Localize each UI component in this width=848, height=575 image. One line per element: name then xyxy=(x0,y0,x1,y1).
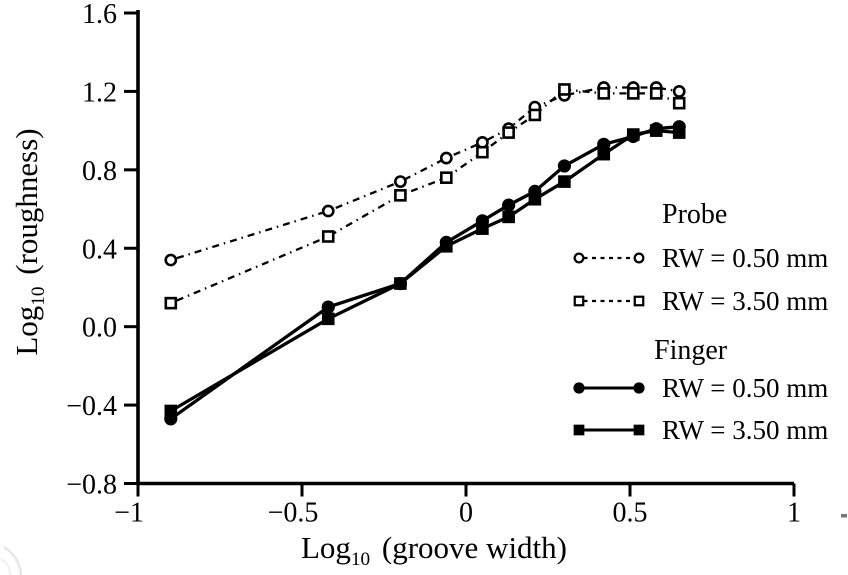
y-tick-label: 0.4 xyxy=(82,234,117,265)
y-tick-label: 0.8 xyxy=(82,156,117,187)
marker-square-open xyxy=(528,108,542,122)
legend-swatch-marker xyxy=(573,295,585,307)
marker-circle-open xyxy=(164,253,178,267)
y-tick-label: −0.4 xyxy=(66,391,117,422)
legend: Probe RW = 0.50 mm RW = 3.50 mm Finger R… xyxy=(570,196,848,458)
scan-watermark-arc xyxy=(3,545,23,575)
marker-circle-open xyxy=(439,151,453,165)
legend-item-probe-rw-3-50: RW = 3.50 mm xyxy=(570,283,828,319)
legend-item-probe-rw-0-50: RW = 0.50 mm xyxy=(570,240,828,276)
marker-square-filled xyxy=(476,222,489,235)
marker-square-filled xyxy=(164,404,178,418)
x-tick-label: 1 xyxy=(787,498,801,529)
marker-circle-open xyxy=(321,204,335,218)
legend-swatch-finger-rw-3-50-icon xyxy=(573,424,645,436)
marker-circle-open xyxy=(393,175,407,188)
y-axis-title: Log10 (roughness) xyxy=(9,106,53,378)
marker-square-filled xyxy=(528,192,542,206)
y-axis-title-post: (roughness) xyxy=(9,128,44,275)
legend-swatch-marker xyxy=(633,382,645,394)
marker-square-filled xyxy=(672,126,686,139)
marker-square-filled xyxy=(649,124,663,137)
y-axis-title-sub: 10 xyxy=(28,286,50,306)
marker-square-open xyxy=(626,87,640,100)
legend-swatch-marker xyxy=(573,252,585,264)
legend-swatch-finger-rw-0-50-icon xyxy=(573,382,645,394)
series-line-0 xyxy=(170,86,680,262)
marker-square-open xyxy=(672,96,686,110)
x-axis-title: Log10 (groove width) xyxy=(234,530,634,571)
legend-swatch-probe-rw-0-50-icon xyxy=(573,252,645,264)
marker-square-filled xyxy=(597,147,611,161)
y-tick-label: 1.2 xyxy=(82,77,117,108)
marker-circle-filled xyxy=(597,137,611,151)
x-axis-title-sub: 10 xyxy=(350,549,371,571)
legend-label-probe-rw-0-50: RW = 0.50 mm xyxy=(662,242,829,273)
x-tick-label: 0 xyxy=(459,498,473,529)
marker-square-filled xyxy=(394,277,407,290)
marker-circle-filled xyxy=(502,198,516,212)
marker-square-open xyxy=(440,171,453,184)
marker-square-filled xyxy=(626,128,640,141)
series-line-1 xyxy=(170,88,680,305)
marker-square-open xyxy=(649,87,663,100)
legend-label-finger-rw-3-50: RW = 3.50 mm xyxy=(662,414,829,445)
marker-square-open xyxy=(394,189,407,202)
legend-label-probe-rw-3-50: RW = 3.50 mm xyxy=(662,285,829,316)
legend-swatch-marker xyxy=(573,382,585,394)
marker-square-open xyxy=(597,87,611,100)
x-tick-label: −1 xyxy=(114,498,144,529)
legend-label-finger-rw-0-50: RW = 0.50 mm xyxy=(662,372,829,403)
marker-square-filled xyxy=(558,175,571,188)
marker-circle-filled xyxy=(321,300,335,314)
x-tick-label: 0.5 xyxy=(613,498,648,529)
y-axis-title-pre: Log xyxy=(9,305,44,356)
legend-header-finger: Finger xyxy=(654,335,728,366)
y-tick-label: −0.8 xyxy=(66,470,117,501)
marker-circle-open xyxy=(672,85,686,98)
legend-item-finger-rw-0-50: RW = 0.50 mm xyxy=(570,370,828,406)
x-axis-title-pre: Log xyxy=(301,530,351,565)
marker-square-filled xyxy=(440,239,453,253)
legend-swatch-marker xyxy=(633,295,645,307)
y-tick-label: 0.0 xyxy=(82,313,117,344)
y-tick-label: 1.6 xyxy=(82,0,117,30)
marker-square-open xyxy=(558,83,571,96)
marker-square-filled xyxy=(321,312,335,326)
legend-swatch-probe-rw-3-50-icon xyxy=(573,295,645,307)
legend-swatch-marker xyxy=(633,424,645,436)
legend-header-probe: Probe xyxy=(662,199,728,230)
marker-square-open xyxy=(321,230,335,243)
marker-square-open xyxy=(164,296,178,310)
marker-square-open xyxy=(502,126,515,139)
scan-artifact-dot xyxy=(841,514,847,518)
x-axis-title-post: (groove width) xyxy=(381,530,567,565)
scan-watermark-arc-inner xyxy=(0,558,11,575)
legend-swatch-marker xyxy=(573,424,585,436)
legend-swatch-marker xyxy=(633,252,645,264)
legend-item-finger-rw-3-50: RW = 3.50 mm xyxy=(570,412,828,448)
marker-square-open xyxy=(476,145,489,159)
marker-circle-filled xyxy=(557,159,572,173)
x-tick-label: −0.5 xyxy=(268,498,319,529)
marker-square-filled xyxy=(502,210,515,224)
